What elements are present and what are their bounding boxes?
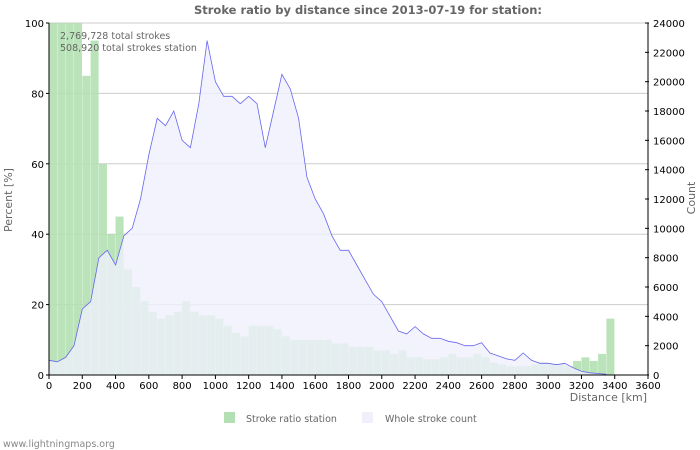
x-tick-label: 2400 bbox=[436, 381, 461, 392]
legend-swatch-count bbox=[362, 412, 373, 423]
x-tick-label: 0 bbox=[46, 381, 52, 392]
ratio-bar bbox=[589, 360, 598, 375]
x-tick-label: 600 bbox=[139, 381, 158, 392]
x-tick-label: 1000 bbox=[203, 381, 228, 392]
y-left-axis-label: Percent [%] bbox=[2, 168, 15, 232]
x-tick-label: 2600 bbox=[469, 381, 494, 392]
x-axis-label: Distance [km] bbox=[570, 391, 647, 404]
y-right-tick-label: 16000 bbox=[653, 136, 685, 147]
ratio-bar bbox=[73, 23, 82, 375]
y-right-tick-label: 4000 bbox=[653, 312, 678, 323]
footer-credit: www.lightningmaps.org bbox=[3, 439, 115, 450]
ratio-bar bbox=[90, 40, 99, 375]
y-right-tick-label: 22000 bbox=[653, 48, 685, 59]
y-right-tick-label: 12000 bbox=[653, 195, 685, 206]
legend-label-count: Whole stroke count bbox=[385, 414, 477, 425]
x-tick-label: 400 bbox=[106, 381, 125, 392]
whole-stroke-count-area bbox=[49, 40, 607, 375]
chart-title: Stroke ratio by distance since 2013-07-1… bbox=[194, 3, 542, 17]
y-right-tick-label: 0 bbox=[653, 371, 659, 382]
ratio-bar bbox=[49, 23, 58, 375]
y-right-tick-label: 20000 bbox=[653, 78, 685, 89]
ratio-bar bbox=[598, 353, 607, 375]
ratio-bar bbox=[57, 23, 66, 375]
x-tick-label: 2000 bbox=[369, 381, 394, 392]
x-tick-label: 1800 bbox=[336, 381, 361, 392]
x-tick-label: 1600 bbox=[302, 381, 327, 392]
ratio-bar bbox=[65, 23, 74, 375]
y-left-tick-label: 40 bbox=[31, 230, 44, 241]
x-tick-label: 3400 bbox=[602, 381, 627, 392]
legend-swatch-ratio bbox=[224, 412, 235, 423]
y-right-tick-label: 24000 bbox=[653, 19, 685, 30]
y-right-tick-label: 2000 bbox=[653, 342, 678, 353]
y-left-tick-label: 20 bbox=[31, 301, 44, 312]
x-tick-label: 1200 bbox=[236, 381, 261, 392]
y-right-tick-label: 10000 bbox=[653, 224, 685, 235]
whole-stroke-count-line bbox=[48, 40, 607, 375]
annotation-total-strokes: 2,769,728 total strokes bbox=[60, 31, 170, 42]
y-right-tick-label: 14000 bbox=[653, 166, 685, 177]
y-left-tick-label: 80 bbox=[31, 89, 44, 100]
legend-label-ratio: Stroke ratio station bbox=[246, 414, 337, 425]
y-left-tick-label: 0 bbox=[38, 371, 44, 382]
x-tick-label: 1400 bbox=[269, 381, 294, 392]
y-right-axis-label: Count bbox=[685, 181, 698, 214]
x-tick-label: 3200 bbox=[569, 381, 594, 392]
y-left-tick-label: 60 bbox=[31, 160, 44, 171]
x-tick-label: 200 bbox=[73, 381, 92, 392]
ratio-bar bbox=[606, 318, 615, 375]
x-tick-label: 2800 bbox=[502, 381, 527, 392]
y-right-tick-label: 18000 bbox=[653, 107, 685, 118]
ratio-bar bbox=[573, 360, 582, 375]
x-tick-label: 2200 bbox=[402, 381, 427, 392]
x-tick-label: 3600 bbox=[635, 381, 660, 392]
x-tick-label: 800 bbox=[173, 381, 192, 392]
ratio-bar bbox=[581, 357, 590, 375]
y-left-tick-label: 100 bbox=[25, 19, 44, 30]
ratio-bar bbox=[82, 75, 91, 376]
y-right-tick-label: 8000 bbox=[653, 254, 678, 265]
x-tick-label: 3000 bbox=[535, 381, 560, 392]
annotation-station-strokes: 508,920 total strokes station bbox=[60, 43, 197, 54]
y-right-tick-label: 6000 bbox=[653, 283, 678, 294]
